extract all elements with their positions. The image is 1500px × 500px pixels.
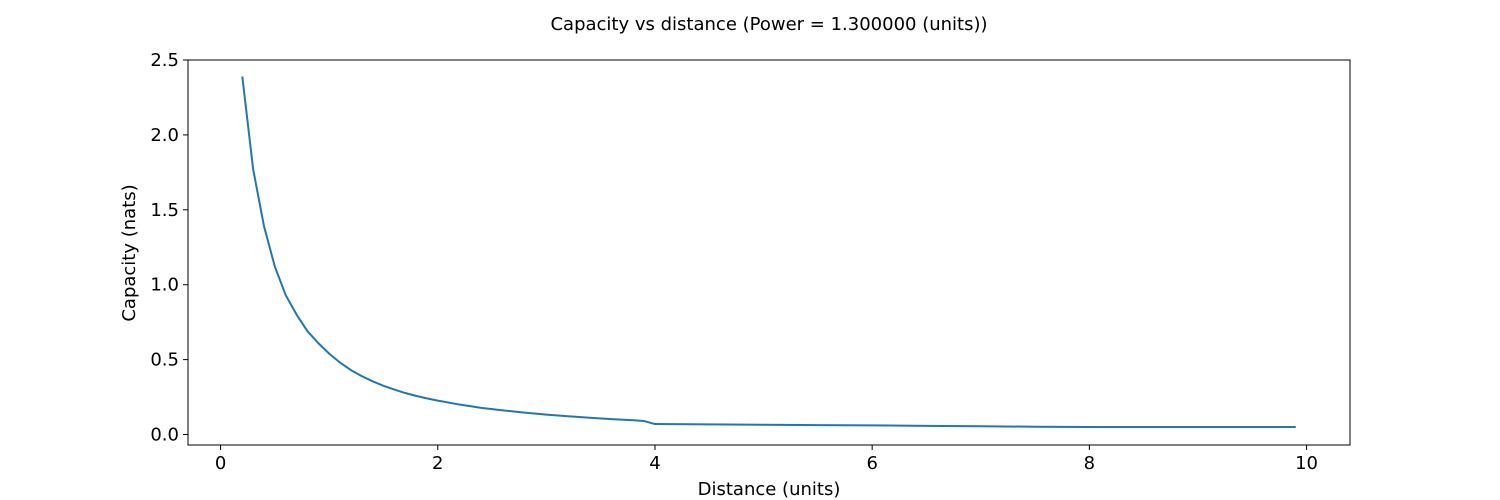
- y-tick-label: 1.5: [150, 200, 179, 221]
- x-tick-label: 4: [649, 453, 660, 474]
- x-tick-label: 8: [1084, 453, 1095, 474]
- y-tick-label: 1.0: [150, 275, 179, 296]
- y-tick-label: 0.0: [150, 425, 179, 446]
- y-tick-label: 0.5: [150, 350, 179, 371]
- y-tick-label: 2.5: [150, 50, 179, 71]
- plot-frame: [187, 59, 1351, 446]
- y-axis-label: Capacity (nats): [119, 184, 140, 321]
- x-axis: 0 2 4 6 8 10: [215, 445, 1318, 474]
- chart-title: Capacity vs distance (Power = 1.300000 (…: [550, 14, 987, 35]
- x-tick-label: 10: [1295, 453, 1318, 474]
- plot-area: [187, 59, 1351, 446]
- series-line: [241, 76, 1296, 429]
- y-axis: 0.0 0.5 1.0 1.5 2.0 2.5: [150, 50, 188, 446]
- x-axis-label: Distance (units): [698, 479, 841, 500]
- x-tick-label: 2: [432, 453, 443, 474]
- x-tick-label: 0: [215, 453, 226, 474]
- x-tick-label: 6: [866, 453, 877, 474]
- y-tick-label: 2.0: [150, 125, 179, 146]
